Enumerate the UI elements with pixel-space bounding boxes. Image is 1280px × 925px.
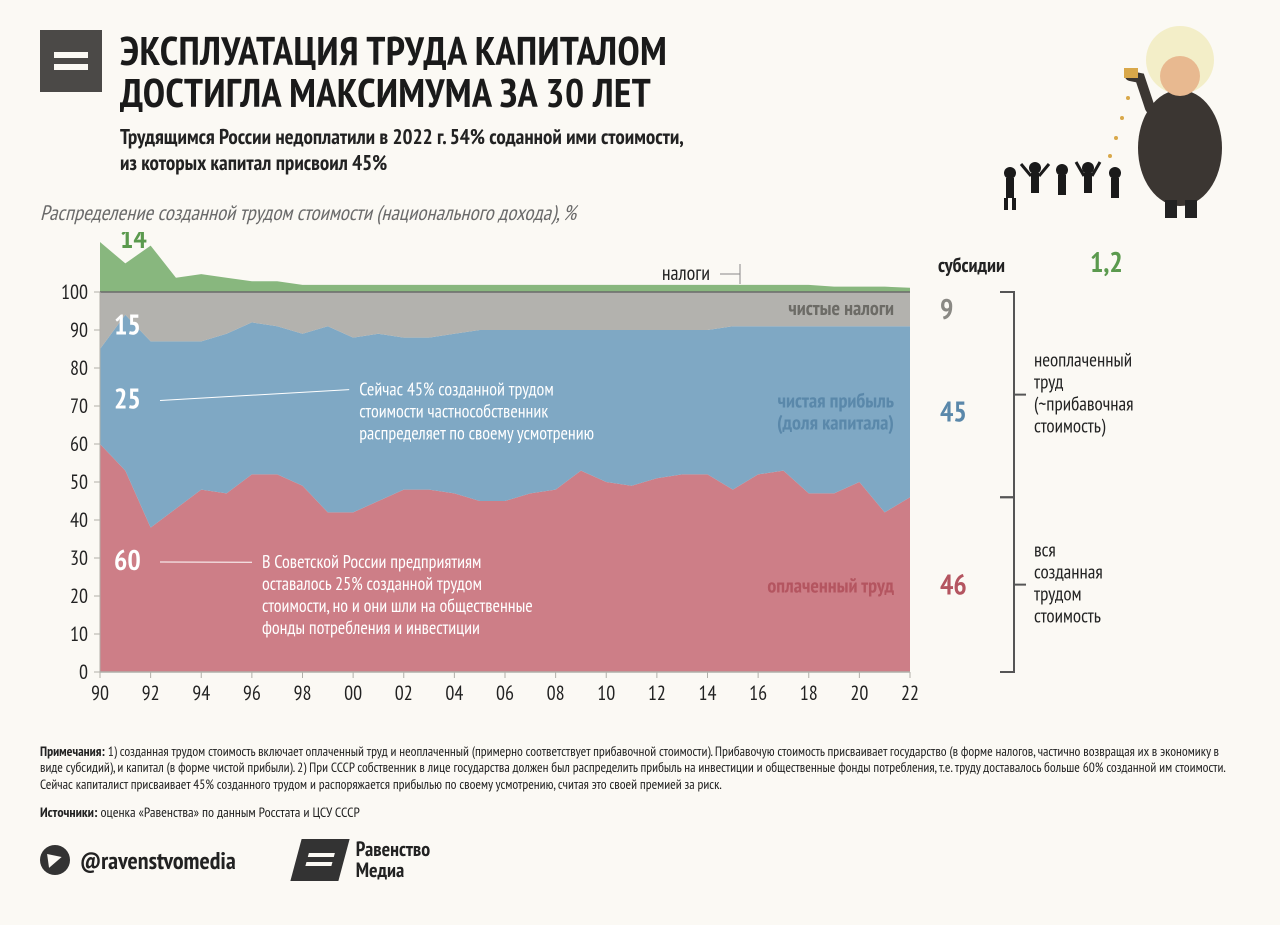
svg-text:1,2: 1,2 — [1090, 243, 1123, 280]
svg-text:60: 60 — [114, 541, 141, 578]
svg-text:созданная: созданная — [1034, 560, 1103, 584]
svg-text:стоимость): стоимость) — [1034, 414, 1106, 438]
svg-text:02: 02 — [395, 680, 413, 706]
brand-equals-icon — [40, 30, 102, 92]
svg-text:60: 60 — [70, 431, 88, 457]
svg-text:распределяет по своему усмотре: распределяет по своему усмотрению — [359, 421, 594, 444]
svg-text:12: 12 — [648, 680, 666, 706]
svg-text:22: 22 — [901, 680, 919, 706]
svg-text:70: 70 — [70, 393, 88, 419]
svg-text:фонды потребления и инвестиции: фонды потребления и инвестиции — [262, 616, 480, 639]
svg-text:25: 25 — [114, 379, 141, 416]
svg-text:50: 50 — [70, 469, 88, 495]
svg-text:оплаченный труд: оплаченный труд — [767, 572, 894, 598]
svg-text:100: 100 — [61, 279, 88, 305]
svg-text:14: 14 — [699, 680, 717, 706]
svg-text:45: 45 — [940, 392, 967, 429]
svg-text:90: 90 — [70, 317, 88, 343]
svg-text:10: 10 — [597, 680, 615, 706]
svg-text:94: 94 — [192, 680, 210, 706]
svg-text:10: 10 — [70, 621, 88, 647]
svg-text:стоимость: стоимость — [1034, 604, 1101, 628]
svg-text:стоимости, но и они шли на общ: стоимости, но и они шли на общественные — [262, 594, 533, 617]
svg-text:20: 20 — [850, 680, 868, 706]
svg-text:9: 9 — [940, 290, 953, 327]
svg-text:98: 98 — [294, 680, 312, 706]
svg-text:(~прибавочная: (~прибавочная — [1034, 392, 1133, 416]
footnotes-text: 1) созданная трудом стоимость включает о… — [40, 742, 1225, 794]
page-subtitle: Трудящимся России недоплатили в 2022 г. … — [120, 124, 940, 177]
svg-text:В Советской России предприятия: В Советской России предприятиям — [262, 550, 481, 573]
svg-text:оставалось 25% созданной трудо: оставалось 25% созданной трудом — [262, 572, 482, 595]
svg-text:14: 14 — [120, 232, 147, 256]
svg-text:04: 04 — [445, 680, 463, 706]
brand-footer: Равенство Медиа — [296, 839, 430, 881]
svg-text:налоги: налоги — [662, 260, 710, 286]
svg-text:трудом: трудом — [1034, 582, 1082, 606]
svg-text:Сейчас 45% созданной трудом: Сейчас 45% созданной трудом — [359, 377, 554, 400]
svg-text:15: 15 — [114, 305, 141, 342]
svg-text:20: 20 — [70, 583, 88, 609]
brand-line2: Медиа — [356, 857, 405, 883]
stacked-area-chart: 0 10 20 30 40 50 60 70 80 90 100 90 92 94 96 98 00 02 04 06… — [40, 232, 1240, 722]
svg-text:40: 40 — [70, 507, 88, 533]
svg-text:30: 30 — [70, 545, 88, 571]
subtitle-line2: из которых капитал присвоил 45% — [120, 149, 387, 176]
svg-text:08: 08 — [547, 680, 565, 706]
footnotes-label: Примечания: — [40, 742, 105, 760]
footnotes: Примечания: 1) созданная трудом стоимост… — [40, 743, 1240, 794]
svg-text:06: 06 — [496, 680, 514, 706]
telegram-icon — [40, 845, 70, 875]
svg-text:92: 92 — [142, 680, 160, 706]
telegram-handle: @ravenstvomedia — [40, 845, 236, 876]
svg-text:чистые налоги: чистые налоги — [788, 295, 894, 321]
svg-text:неоплаченный: неоплаченный — [1034, 348, 1132, 372]
svg-text:16: 16 — [749, 680, 767, 706]
svg-text:(доля капитала): (доля капитала) — [777, 409, 894, 435]
svg-text:труд: труд — [1034, 370, 1064, 394]
svg-text:18: 18 — [800, 680, 818, 706]
svg-text:субсидии: субсидии — [938, 252, 1005, 278]
subtitle-line1: Трудящимся России недоплатили в 2022 г. … — [120, 123, 684, 150]
brand-equals-icon-small — [290, 839, 349, 881]
svg-text:46: 46 — [940, 565, 967, 602]
svg-text:стоимости частнособственник: стоимости частнособственник — [359, 399, 548, 422]
sources-text: оценка «Равенства» по данным Росстата и … — [97, 803, 359, 821]
title-line2: ДОСТИГЛА МАКСИМУМА ЗА 30 ЛЕТ — [120, 67, 651, 119]
svg-text:90: 90 — [91, 680, 109, 706]
sources: Источники: оценка «Равенства» по данным … — [40, 803, 1240, 821]
sources-label: Источники: — [40, 803, 97, 821]
telegram-text: @ravenstvomedia — [80, 845, 236, 876]
svg-text:00: 00 — [344, 680, 362, 706]
svg-text:80: 80 — [70, 355, 88, 381]
svg-text:96: 96 — [243, 680, 261, 706]
svg-text:0: 0 — [79, 659, 88, 685]
cartoon-illustration — [980, 18, 1240, 238]
svg-text:вся: вся — [1034, 538, 1056, 562]
